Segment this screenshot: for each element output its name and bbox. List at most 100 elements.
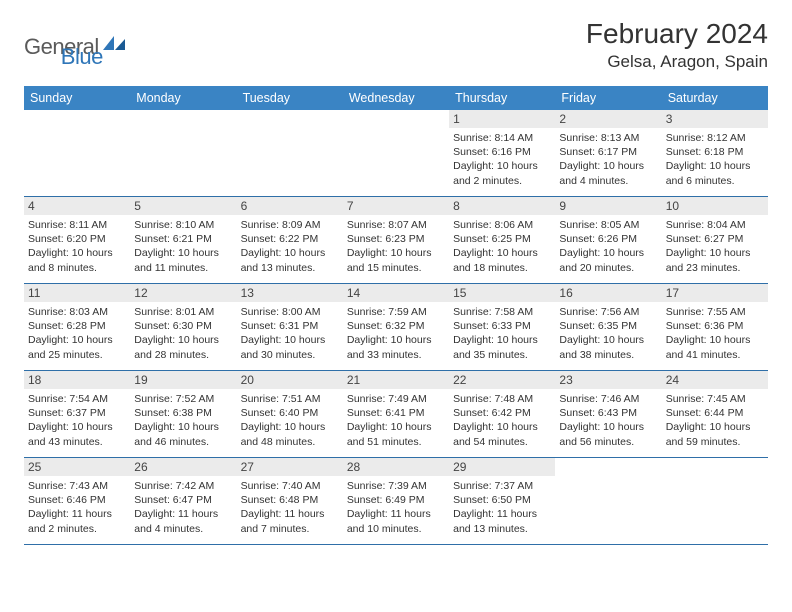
sunrise-text: Sunrise: 7:42 AM <box>134 479 232 493</box>
sunrise-text: Sunrise: 7:37 AM <box>453 479 551 493</box>
sunrise-text: Sunrise: 7:46 AM <box>559 392 657 406</box>
logo-sail-icon <box>103 36 125 50</box>
day-cell: 14Sunrise: 7:59 AMSunset: 6:32 PMDayligh… <box>343 284 449 370</box>
day-number: 26 <box>130 458 236 476</box>
sunrise-text: Sunrise: 7:39 AM <box>347 479 445 493</box>
daylight-text: Daylight: 10 hours and 28 minutes. <box>134 333 232 361</box>
day-number: 23 <box>555 371 661 389</box>
day-header-mon: Monday <box>130 86 236 110</box>
sunrise-text: Sunrise: 7:49 AM <box>347 392 445 406</box>
day-info: Sunrise: 8:10 AMSunset: 6:21 PMDaylight:… <box>134 218 232 275</box>
day-info: Sunrise: 8:03 AMSunset: 6:28 PMDaylight:… <box>28 305 126 362</box>
day-number: 13 <box>237 284 343 302</box>
day-number: 9 <box>555 197 661 215</box>
day-number: 24 <box>662 371 768 389</box>
day-info: Sunrise: 8:12 AMSunset: 6:18 PMDaylight:… <box>666 131 764 188</box>
daylight-text: Daylight: 10 hours and 38 minutes. <box>559 333 657 361</box>
day-number: 19 <box>130 371 236 389</box>
sunset-text: Sunset: 6:46 PM <box>28 493 126 507</box>
sunset-text: Sunset: 6:49 PM <box>347 493 445 507</box>
daylight-text: Daylight: 10 hours and 33 minutes. <box>347 333 445 361</box>
day-number: 8 <box>449 197 555 215</box>
day-info: Sunrise: 8:04 AMSunset: 6:27 PMDaylight:… <box>666 218 764 275</box>
sunrise-text: Sunrise: 8:09 AM <box>241 218 339 232</box>
daylight-text: Daylight: 10 hours and 23 minutes. <box>666 246 764 274</box>
sunset-text: Sunset: 6:25 PM <box>453 232 551 246</box>
sunset-text: Sunset: 6:36 PM <box>666 319 764 333</box>
sunset-text: Sunset: 6:23 PM <box>347 232 445 246</box>
sunset-text: Sunset: 6:20 PM <box>28 232 126 246</box>
sunrise-text: Sunrise: 7:48 AM <box>453 392 551 406</box>
daylight-text: Daylight: 10 hours and 4 minutes. <box>559 159 657 187</box>
day-cell: . <box>555 458 661 544</box>
daylight-text: Daylight: 10 hours and 25 minutes. <box>28 333 126 361</box>
sunrise-text: Sunrise: 7:59 AM <box>347 305 445 319</box>
day-cell: 28 Sunrise: 7:39 AMSunset: 6:49 PMDayligh… <box>343 458 449 544</box>
day-header-tue: Tuesday <box>237 86 343 110</box>
daylight-text: Daylight: 10 hours and 15 minutes. <box>347 246 445 274</box>
daylight-text: Daylight: 10 hours and 35 minutes. <box>453 333 551 361</box>
sunrise-text: Sunrise: 7:51 AM <box>241 392 339 406</box>
daylight-text: Daylight: 10 hours and 56 minutes. <box>559 420 657 448</box>
day-number: 29 <box>449 458 555 476</box>
sunset-text: Sunset: 6:16 PM <box>453 145 551 159</box>
day-header-thu: Thursday <box>449 86 555 110</box>
sunset-text: Sunset: 6:21 PM <box>134 232 232 246</box>
location: Gelsa, Aragon, Spain <box>586 52 768 72</box>
sunset-text: Sunset: 6:18 PM <box>666 145 764 159</box>
daylight-text: Daylight: 10 hours and 11 minutes. <box>134 246 232 274</box>
sunset-text: Sunset: 6:43 PM <box>559 406 657 420</box>
sunset-text: Sunset: 6:28 PM <box>28 319 126 333</box>
sunset-text: Sunset: 6:30 PM <box>134 319 232 333</box>
day-cell: . <box>24 110 130 196</box>
day-info: Sunrise: 7:46 AMSunset: 6:43 PMDaylight:… <box>559 392 657 449</box>
sunrise-text: Sunrise: 8:00 AM <box>241 305 339 319</box>
daylight-text: Daylight: 10 hours and 18 minutes. <box>453 246 551 274</box>
day-number: 28 <box>343 458 449 476</box>
day-info: Sunrise: 7:56 AMSunset: 6:35 PMDaylight:… <box>559 305 657 362</box>
day-info: Sunrise: 7:39 AMSunset: 6:49 PMDaylight:… <box>347 479 445 536</box>
day-number: 11 <box>24 284 130 302</box>
day-number: 18 <box>24 371 130 389</box>
day-cell: . <box>343 110 449 196</box>
day-cell: 8 Sunrise: 8:06 AMSunset: 6:25 PMDaylight… <box>449 197 555 283</box>
sunset-text: Sunset: 6:42 PM <box>453 406 551 420</box>
day-info: Sunrise: 7:48 AMSunset: 6:42 PMDaylight:… <box>453 392 551 449</box>
sunset-text: Sunset: 6:27 PM <box>666 232 764 246</box>
sunrise-text: Sunrise: 7:43 AM <box>28 479 126 493</box>
day-cell: 9Sunrise: 8:05 AMSunset: 6:26 PMDaylight… <box>555 197 661 283</box>
day-cell: 6Sunrise: 8:09 AMSunset: 6:22 PMDaylight… <box>237 197 343 283</box>
title-block: February 2024 Gelsa, Aragon, Spain <box>586 18 768 72</box>
day-info: Sunrise: 8:06 AMSunset: 6:25 PMDaylight:… <box>453 218 551 275</box>
sunrise-text: Sunrise: 8:04 AM <box>666 218 764 232</box>
day-number: 21 <box>343 371 449 389</box>
day-cell: 18 Sunrise: 7:54 AMSunset: 6:37 PMDayligh… <box>24 371 130 457</box>
day-number: 16 <box>555 284 661 302</box>
day-cell: 10Sunrise: 8:04 AMSunset: 6:27 PMDayligh… <box>662 197 768 283</box>
weeks-container: ....1Sunrise: 8:14 AMSunset: 6:16 PMDayl… <box>24 110 768 545</box>
day-cell: . <box>130 110 236 196</box>
day-cell: 29Sunrise: 7:37 AMSunset: 6:50 PMDayligh… <box>449 458 555 544</box>
logo-text-2: Blue <box>61 44 103 70</box>
day-header-wed: Wednesday <box>343 86 449 110</box>
daylight-text: Daylight: 11 hours and 2 minutes. <box>28 507 126 535</box>
day-info: Sunrise: 7:49 AMSunset: 6:41 PMDaylight:… <box>347 392 445 449</box>
day-info: Sunrise: 7:59 AMSunset: 6:32 PMDaylight:… <box>347 305 445 362</box>
daylight-text: Daylight: 10 hours and 51 minutes. <box>347 420 445 448</box>
sunset-text: Sunset: 6:44 PM <box>666 406 764 420</box>
daylight-text: Daylight: 10 hours and 20 minutes. <box>559 246 657 274</box>
daylight-text: Daylight: 11 hours and 7 minutes. <box>241 507 339 535</box>
day-info: Sunrise: 7:43 AMSunset: 6:46 PMDaylight:… <box>28 479 126 536</box>
week-row: ....1Sunrise: 8:14 AMSunset: 6:16 PMDayl… <box>24 110 768 197</box>
sunrise-text: Sunrise: 8:13 AM <box>559 131 657 145</box>
day-cell: 27Sunrise: 7:40 AMSunset: 6:48 PMDayligh… <box>237 458 343 544</box>
day-info: Sunrise: 7:45 AMSunset: 6:44 PMDaylight:… <box>666 392 764 449</box>
day-cell: . <box>662 458 768 544</box>
day-info: Sunrise: 8:14 AMSunset: 6:16 PMDaylight:… <box>453 131 551 188</box>
sunset-text: Sunset: 6:22 PM <box>241 232 339 246</box>
day-number: 2 <box>555 110 661 128</box>
day-cell: 7Sunrise: 8:07 AMSunset: 6:23 PMDaylight… <box>343 197 449 283</box>
day-cell: 23 Sunrise: 7:46 AMSunset: 6:43 PMDayligh… <box>555 371 661 457</box>
day-header-sun: Sunday <box>24 86 130 110</box>
day-info: Sunrise: 7:54 AMSunset: 6:37 PMDaylight:… <box>28 392 126 449</box>
